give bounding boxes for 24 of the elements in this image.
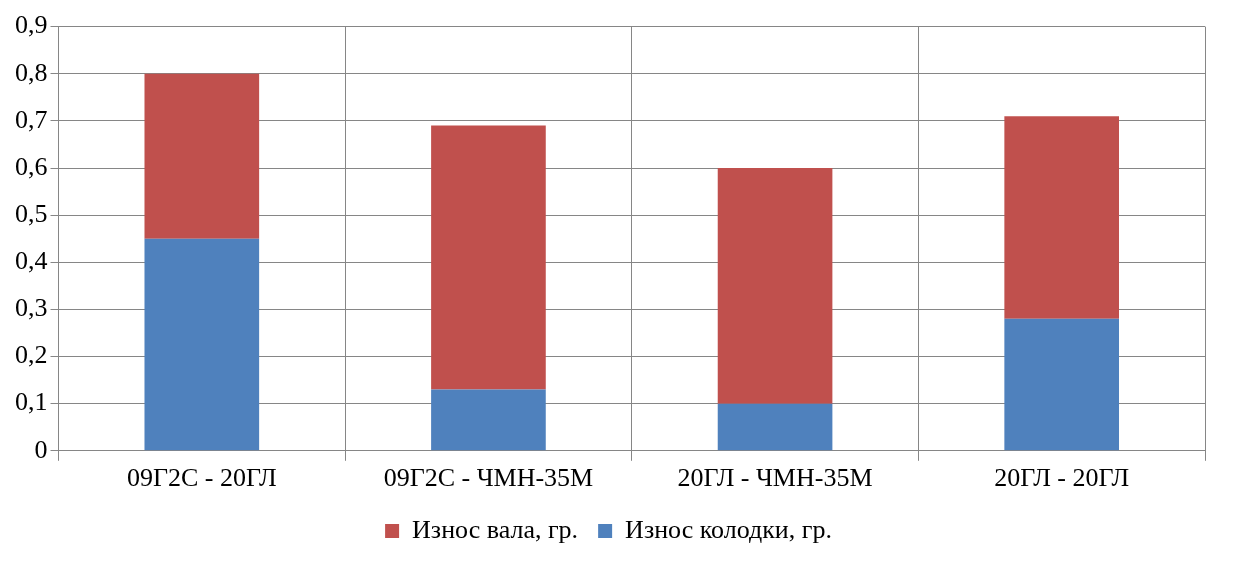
x-tick-label: 09Г2С - 20ГЛ: [126, 463, 277, 493]
bar: [144, 238, 260, 451]
y-tick-label: 0,4: [15, 246, 48, 276]
legend-label: Износ вала, гр.: [412, 514, 579, 544]
bar: [1004, 318, 1120, 451]
bar: [144, 73, 260, 239]
y-tick-label: 0,5: [15, 198, 48, 228]
y-tick-label: 0,9: [15, 10, 48, 40]
bar: [431, 389, 546, 451]
x-tick-label: 20ГЛ - ЧМН-35М: [677, 463, 873, 493]
y-tick-label: 0,1: [15, 387, 48, 417]
y-tick-label: 0,6: [15, 151, 48, 181]
y-tick-label: 0: [34, 434, 48, 464]
bar: [717, 403, 833, 451]
y-tick-label: 0,3: [15, 293, 48, 323]
y-tick-label: 0,7: [15, 104, 48, 134]
x-tick-label: 20ГЛ - 20ГЛ: [994, 463, 1130, 493]
y-tick-label: 0,8: [15, 57, 48, 87]
bar: [1004, 116, 1120, 319]
bar: [717, 168, 833, 404]
legend-label: Износ колодки, гр.: [625, 514, 832, 544]
x-tick-label: 09Г2С - ЧМН-35М: [383, 463, 594, 493]
bar: [431, 125, 546, 390]
y-tick-label: 0,2: [15, 340, 48, 370]
